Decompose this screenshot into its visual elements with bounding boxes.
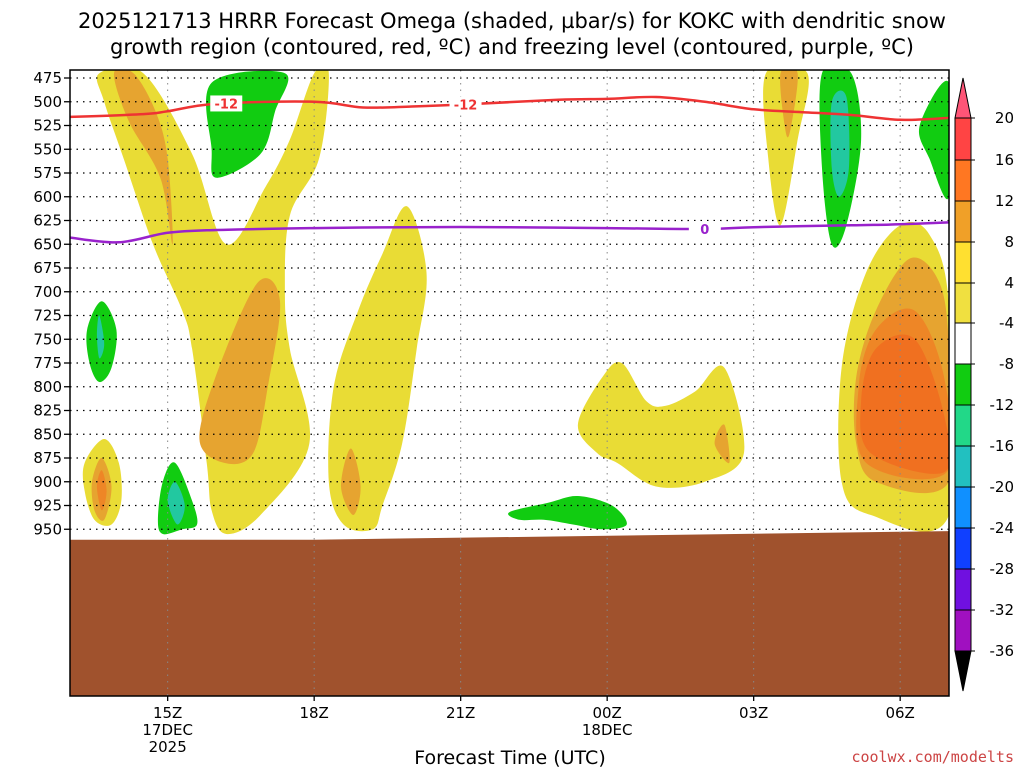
x-tick-label: 21Z [446,704,475,722]
y-tick-label: 850 [33,425,62,443]
contour-dgz-top [70,95,949,122]
colorbar-bottom-arrow [954,650,972,692]
x-axis-label: Forecast Time (UTC) [414,747,605,768]
y-tick-label: 950 [33,520,62,538]
x-tick-label: 03Z [739,704,768,722]
plot-frame [69,69,950,697]
contour-layer: -12 -12 0 [70,95,949,244]
chart-title-line2: growth region (contoured, red, ºC) and f… [110,35,914,59]
omega-region-13 [96,315,105,359]
y-tick-label: 625 [33,212,62,230]
y-tick-label: 750 [33,330,62,348]
y-tick-label: 500 [33,93,62,111]
colorbar-swatch [954,527,972,570]
colorbar-swatch [954,445,972,488]
colorbar-top-arrow [954,77,972,119]
colorbar-swatch [954,117,972,161]
y-tick-label: 650 [33,235,62,253]
colorbar-swatch [954,159,972,202]
chart-title-line1: 2025121713 HRRR Forecast Omega (shaded, … [78,9,946,33]
credit-text: coolwx.com/modelts [851,748,1014,766]
colorbar-label: -28 [990,560,1015,578]
omega-region-20 [918,80,949,200]
y-tick-label: 825 [33,402,62,420]
x-tick-label: 2025 [149,738,187,756]
colorbar-label: 20 [995,109,1014,127]
contour-label-bg [210,95,243,112]
x-tick-label: 18Z [299,704,328,722]
colorbar-swatch [954,282,972,324]
colorbar-swatch [954,568,972,611]
contour-label-bg [688,221,721,238]
colorbar-label: -4 [999,314,1014,332]
y-tick-label: 875 [33,449,62,467]
omega-region-15 [167,481,185,525]
y-tick-label: 700 [33,283,62,301]
colorbar-swatch [954,404,972,447]
colorbar-label: -12 [990,396,1015,414]
omega-region-7 [96,470,107,511]
colorbar-label: -24 [990,519,1015,537]
colorbar-label: -8 [999,355,1014,373]
omega-region-8 [577,361,745,488]
colorbar-label: 16 [995,151,1014,169]
y-tick-label: 575 [33,164,62,182]
omega-shading-layer [82,70,949,535]
colorbar-label: 8 [1004,233,1014,251]
omega-region-11 [780,70,798,138]
x-tick-label: 18DEC [582,721,633,739]
omega-region-4 [199,278,281,465]
omega-region-16 [508,495,627,530]
y-tick-label: 800 [33,378,62,396]
colorbar-swatch [954,363,972,406]
y-tick-label: 600 [33,188,62,206]
colorbar-label: -20 [990,478,1015,496]
colorbar-swatch [954,609,972,652]
plot-area: -12 -12 0 [70,70,949,696]
contour-freezing-level [70,221,949,244]
x-tick-label: 17DEC [142,721,193,739]
colorbar: 20 16 12 8 4 -4 -8 -12 -16 -20 -24 -28 -32 -36 [954,77,1015,692]
contour-label-dgz-top: -12 [454,98,478,113]
ground-layer [70,531,949,696]
omega-region-10 [763,70,809,226]
ground-surface [70,531,949,696]
y-tick-label: 550 [33,140,62,158]
y-axis: 475 500 525 550 575 600 625 650 675 700 725 750 775 8… [33,69,70,538]
colorbar-label: -16 [990,437,1015,455]
omega-region-17 [205,70,289,178]
x-tick-label: 15Z [153,704,182,722]
y-tick-label: 525 [33,117,62,135]
grid-layer [70,70,949,696]
colorbar-label: -32 [990,601,1015,619]
colorbar-swatch [954,322,972,365]
contour-label-dgz-top: -12 [215,97,239,112]
contour-label-bg [449,96,482,113]
y-tick-label: 475 [33,69,62,87]
omega-region-19 [830,90,850,197]
y-tick-label: 775 [33,354,62,372]
colorbar-swatch [954,486,972,529]
colorbar-swatch [954,200,972,243]
x-tick-label: 00Z [592,704,621,722]
colorbar-swatch [954,241,972,284]
y-tick-label: 925 [33,497,62,515]
y-tick-label: 900 [33,473,62,491]
colorbar-label: 12 [995,192,1014,210]
omega-region-9 [714,424,730,464]
y-tick-label: 675 [33,259,62,277]
y-tick-label: 725 [33,307,62,325]
colorbar-label: -36 [990,642,1015,660]
colorbar-label: 4 [1004,274,1014,292]
omega-region-0 [96,70,329,535]
contour-label-freezing-level: 0 [700,223,709,238]
x-tick-label: 06Z [885,704,914,722]
omega-region-24 [860,334,949,474]
omega-region-2 [328,206,427,532]
